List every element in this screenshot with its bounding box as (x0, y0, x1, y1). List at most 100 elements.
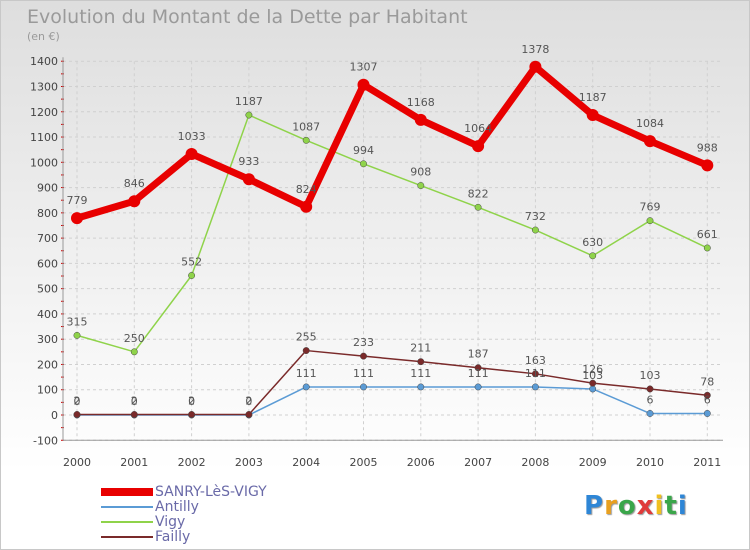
chart-unit-label: (en €) (27, 30, 60, 43)
data-label: 1033 (178, 130, 206, 143)
data-point (586, 109, 599, 122)
data-point (531, 370, 539, 378)
data-label: 933 (238, 155, 259, 168)
data-label: 1187 (579, 91, 607, 104)
data-point (128, 195, 141, 208)
data-point (185, 147, 198, 160)
data-point (245, 411, 253, 418)
data-point (703, 244, 711, 252)
x-tick-label: 2002 (178, 456, 206, 469)
legend-label: Vigy (155, 514, 186, 530)
data-point (417, 358, 425, 366)
axis-layer: -100010020030040050060070080090010001100… (30, 55, 723, 469)
x-tick-label: 2007 (464, 456, 492, 469)
data-point (589, 379, 597, 387)
data-label: 111 (410, 367, 431, 380)
data-point (474, 383, 482, 391)
legend-label: Failly (155, 529, 191, 545)
data-point (130, 348, 138, 356)
y-tick-label: 900 (37, 182, 58, 195)
y-tick-label: 0 (51, 409, 58, 422)
y-tick-label: 800 (37, 207, 58, 220)
y-tick-label: 1200 (30, 106, 58, 119)
data-point (71, 212, 83, 225)
data-point (474, 364, 482, 372)
data-point (188, 272, 196, 279)
data-label: 6 (704, 393, 711, 406)
data-label: 103 (582, 369, 603, 382)
data-label: 1087 (292, 120, 320, 133)
data-point (245, 111, 253, 119)
data-label: 552 (181, 256, 202, 269)
data-point (73, 331, 81, 339)
logo-letter: t (664, 491, 678, 521)
data-label: 732 (525, 210, 546, 223)
data-label: 111 (525, 367, 546, 380)
data-label: 6 (647, 393, 654, 406)
data-point (589, 385, 597, 393)
data-point (302, 383, 310, 391)
data-point (302, 136, 310, 144)
data-point (360, 352, 367, 360)
data-point (703, 391, 711, 399)
data-point (188, 411, 196, 418)
data-label: 908 (410, 166, 431, 179)
data-point (644, 135, 656, 148)
data-point (474, 203, 482, 211)
data-label: 163 (525, 354, 546, 367)
series-line (76, 63, 709, 222)
chart-title: Evolution du Montant de la Dette par Hab… (27, 6, 468, 28)
data-point (300, 200, 313, 213)
x-tick-label: 2008 (521, 456, 549, 469)
y-tick-label: 700 (37, 232, 58, 245)
data-label: 1064 (464, 122, 492, 135)
logo-letter: r (604, 491, 618, 521)
data-point (360, 383, 367, 391)
y-tick-label: 1400 (30, 55, 58, 68)
data-point (531, 226, 539, 234)
data-label: 126 (582, 363, 603, 376)
data-label-layer: 315 250 552 1187 1087 994 908 822 732 630 769 661 0 0… (67, 43, 718, 408)
legend-swatch (101, 488, 153, 496)
x-tick-label: 2000 (63, 456, 91, 469)
data-point (646, 410, 654, 417)
data-point (73, 411, 81, 418)
data-point (531, 383, 539, 391)
data-label: 103 (640, 369, 661, 382)
data-label: 78 (700, 375, 714, 388)
y-tick-label: 400 (37, 308, 58, 321)
x-tick-label: 2009 (579, 456, 607, 469)
data-point (414, 113, 427, 126)
y-tick-label: 100 (37, 384, 58, 397)
data-label: 250 (124, 332, 145, 345)
legend-swatch (101, 506, 153, 508)
y-tick-label: 1000 (30, 156, 58, 169)
data-label: 779 (67, 194, 88, 207)
y-tick-label: 500 (37, 283, 58, 296)
y-tick-label: 300 (37, 333, 58, 346)
x-tick-label: 2010 (636, 456, 664, 469)
x-tick-label: 2001 (120, 456, 148, 469)
data-point (360, 160, 367, 168)
data-label: 2 (74, 394, 81, 407)
y-tick-label: 200 (37, 358, 58, 371)
data-label: 1378 (521, 43, 549, 56)
logo-letter: x (636, 491, 655, 521)
data-label: 0 (188, 395, 195, 408)
data-label: 111 (296, 367, 317, 380)
data-label: 2 (131, 394, 138, 407)
data-point (646, 217, 654, 225)
data-label: 0 (131, 395, 138, 408)
x-tick-label: 2011 (693, 456, 721, 469)
data-label: 1307 (350, 61, 378, 74)
series-line (77, 386, 708, 416)
data-label: 2 (188, 394, 195, 407)
data-label: 255 (296, 331, 317, 344)
x-tick-label: 2004 (292, 456, 320, 469)
logo-letter: i (654, 491, 665, 521)
data-point (472, 140, 485, 153)
legend-label: Antilly (155, 499, 199, 515)
series-line (77, 349, 708, 416)
data-label: 233 (353, 336, 374, 349)
data-label: 988 (697, 141, 718, 154)
